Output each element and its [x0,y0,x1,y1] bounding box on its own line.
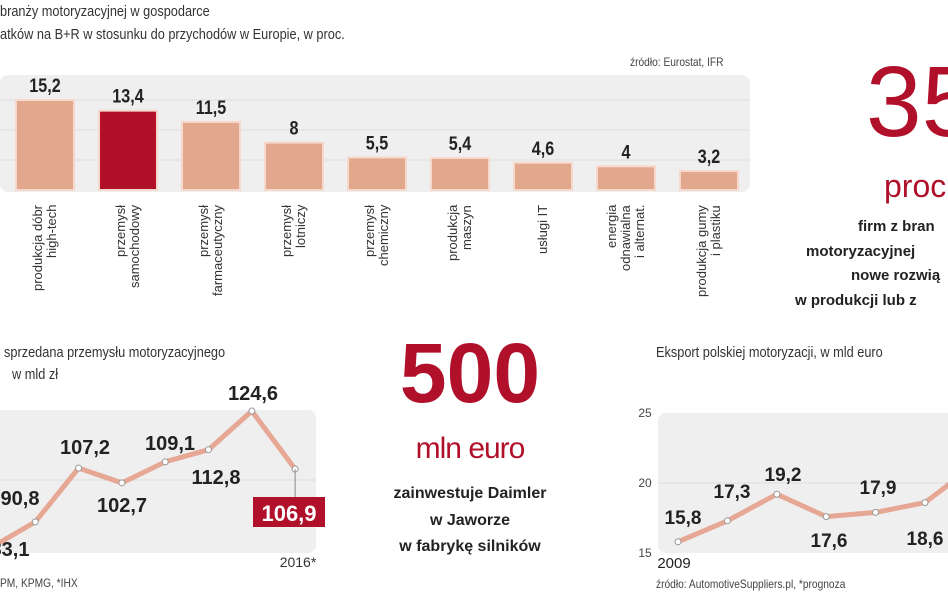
middle-stat-number: 500 [399,326,541,420]
line-chart-1-series [0,408,298,546]
line-chart-1-value-label: 112,8 [192,467,241,489]
bar-category-label: przemysł samochodowy [113,205,142,289]
bar-category-label: przemysł chemiczny [362,205,391,267]
data-point [205,446,212,454]
middle-stat-line1: zainwestuje Daimler [393,485,547,502]
bar [596,165,656,192]
highlight-value-box [253,497,325,527]
line-chart-1-x-label: 2016* [280,554,317,570]
line-chart-2-value-label: 17,9 [860,478,897,499]
middle-stat-line3: w fabrykę silników [399,538,541,555]
right-stat-line3: nowe rozwią [851,267,941,284]
line-chart-2-x-label: 2009 [657,555,690,572]
line-chart-1-value-label: 124,6 [228,383,278,405]
bar-category-label: energia odnawialna i alternat. [604,205,647,271]
line-chart-1-value-label: 107,2 [60,437,110,459]
bar [679,170,739,191]
line-chart-2-title: Eksport polskiej motoryzacji, w mld euro [656,344,883,361]
bar [181,120,241,191]
data-point [921,499,929,507]
bar-value-label: 8 [290,117,299,139]
line-chart-2-value-label: 17,6 [811,531,848,552]
bar-chart-title-line1: branży motoryzacyjnej w gospodarce [0,3,210,20]
bar-value-label: 4,6 [532,138,555,160]
right-stat-line4: w produkcji lub z [795,292,917,309]
data-point [118,479,126,487]
y-tick-label: 15 [638,546,652,560]
bar-category-label: przemysł farmaceutyczny [196,205,225,297]
line-chart-2-value-label: 17,3 [714,482,751,503]
right-stat-number: 35 [866,46,948,158]
line-chart-2-value-label: 19,2 [765,465,802,486]
bar-value-label: 5,5 [366,132,389,154]
line-chart-1-value-label: 83,1 [0,539,29,561]
bar-value-label: 11,5 [196,97,227,119]
data-point [161,458,169,466]
data-point [872,508,880,516]
line-chart-2-value-label: 15,8 [665,508,702,529]
line-chart-1-value-label: 90,8 [1,488,40,510]
line-chart-1-title-line2: w mld zł [12,366,59,383]
bar [430,157,490,192]
data-point [674,538,682,546]
middle-stat-line2: w Jaworze [429,512,511,529]
data-point [773,490,781,498]
data-point [248,407,256,415]
line-chart-1-highlight-label: 106,9 [261,501,316,526]
bar-value-label: 13,4 [112,85,144,107]
bar-category-label: usługi IT [535,205,550,255]
right-stat-line2: motoryzacyjnej [806,243,916,260]
bar-chart-title-line2: atków na B+R w stosunku do przychodów w … [0,26,345,43]
bar [264,141,324,191]
line-chart-2-value-label: 18,6 [907,529,944,550]
line-chart-2-source: źródło: AutomotiveSuppliers.pl, *prognoz… [656,577,846,591]
y-tick-label: 20 [638,476,652,490]
bar [347,156,407,191]
right-stat-unit: proc [884,168,947,204]
line-chart-1-title-line1: sprzedana przemysłu motoryzacyjnego [4,344,226,361]
bar [15,99,75,191]
bar [98,109,158,191]
bar-value-label: 4 [622,141,631,163]
bar-value-label: 15,2 [29,75,61,97]
data-point [75,464,83,472]
bar [513,161,573,191]
line-chart-1-value-label: 109,1 [145,433,195,455]
data-point [31,518,39,526]
y-tick-label: 25 [638,406,652,420]
data-point [723,517,731,525]
bar-category-label: produkcja dóbr high-tech [30,205,59,291]
bar-value-label: 5,4 [449,133,472,155]
line-chart-1-source: PM, KPMG, *IHX [0,576,78,590]
middle-stat-unit: mln euro [415,432,526,465]
data-point [822,513,830,521]
bar-category-label: produkcja maszyn [445,205,474,262]
right-stat-line1: firm z bran [858,218,935,235]
bar-category-label: produkcja gumy i plastiku [694,205,723,297]
line-chart-1-panel [0,410,316,553]
bar-value-label: 3,2 [698,146,721,168]
bar-category-label: przemysł lotniczy [279,205,308,258]
line-chart-1-value-label: 102,7 [97,495,147,517]
bar-chart-source: źródło: Eurostat, IFR [630,55,724,69]
